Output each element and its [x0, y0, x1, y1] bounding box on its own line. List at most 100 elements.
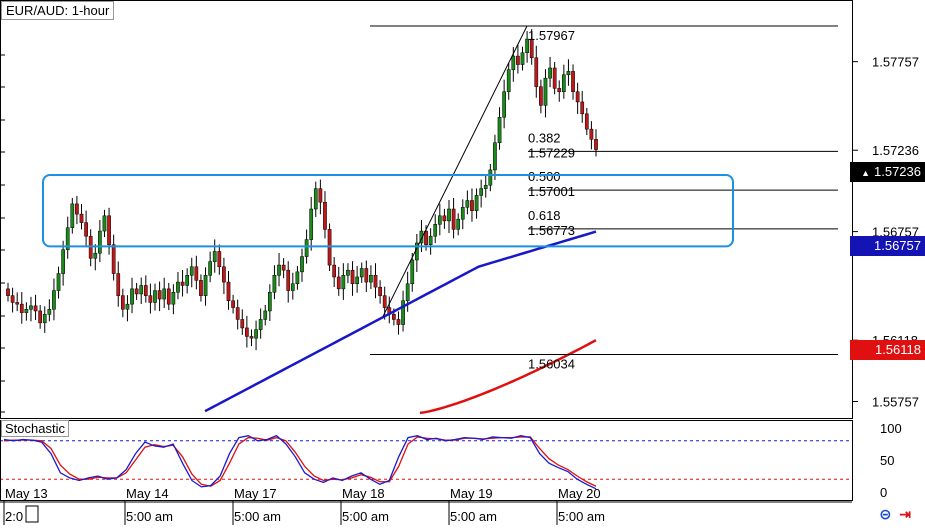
candle-body — [543, 77, 548, 106]
candle-body — [378, 286, 382, 296]
y-tick-label: 1.57757 — [872, 55, 919, 70]
blue-moving-average-line — [204, 230, 597, 413]
scroll-right-icon[interactable]: ⇥ — [899, 506, 911, 522]
candle-body — [539, 86, 543, 106]
x-date-label: May 13 — [5, 486, 48, 501]
candle-body — [47, 309, 52, 315]
candle-body — [281, 264, 286, 271]
x-time-label: 5:00 am — [342, 509, 389, 524]
candle-body — [185, 275, 190, 286]
up-arrow-icon: ▲ — [861, 168, 870, 178]
candle-body — [323, 201, 327, 230]
candle-body — [506, 69, 511, 93]
candle-body — [493, 142, 497, 171]
candle-body — [52, 290, 56, 310]
candle-body — [42, 314, 47, 324]
candle-body — [120, 295, 125, 310]
candle-body — [341, 275, 346, 290]
x-date-label: May 17 — [234, 486, 277, 501]
candle-body — [479, 188, 484, 196]
candle-body — [24, 309, 29, 313]
candle-body — [364, 268, 369, 283]
candle-body — [254, 329, 258, 339]
candle-body — [350, 269, 355, 285]
fib-high-label: 1.57967 — [528, 28, 575, 43]
candle-body — [107, 215, 111, 245]
candle-body — [396, 319, 401, 325]
candle-body — [318, 188, 323, 203]
candle-body — [70, 203, 75, 228]
candle-body — [75, 203, 79, 215]
candle-body — [79, 213, 84, 223]
candle-body — [10, 295, 15, 303]
candle-body — [529, 38, 534, 59]
candle-body — [392, 314, 396, 320]
red-moving-average-line — [419, 339, 597, 415]
candle-body — [359, 268, 364, 278]
x-time-label: 2:0 — [5, 509, 23, 524]
candle-body — [125, 303, 130, 310]
candle-body — [525, 38, 529, 53]
x-date-label: May 14 — [126, 486, 169, 501]
toolbar-icons: ⊝ ⇥ — [880, 506, 911, 523]
candle-body — [143, 285, 148, 296]
fib-ratio-label: 0.618 — [528, 208, 561, 223]
fib-ratio-label: 0.382 — [528, 130, 561, 145]
candle-body — [534, 57, 539, 87]
candle-body — [157, 290, 162, 300]
candle-body — [240, 319, 245, 329]
candle-body — [497, 116, 502, 143]
stoch-y-tick-label: 0 — [880, 485, 887, 500]
candle-body — [267, 292, 272, 312]
candle-body — [511, 55, 516, 70]
candle-body — [373, 275, 378, 288]
x-date-label: May 20 — [558, 486, 601, 501]
candle-body — [405, 283, 410, 302]
candle-body — [346, 269, 350, 276]
candle-body — [571, 71, 575, 93]
candle-body — [286, 269, 291, 291]
candle-body — [309, 208, 314, 240]
candle-body — [304, 239, 309, 257]
stoch-k-line — [3, 434, 597, 490]
chart-title: EUR/AUD: 1-hour — [1, 1, 115, 20]
candle-body — [424, 230, 428, 245]
candle-body — [566, 71, 571, 76]
candle-body — [584, 113, 589, 130]
candle-body — [203, 275, 208, 296]
fib-low-label: 1.56034 — [528, 356, 575, 371]
candle-body — [451, 208, 456, 230]
candle-body — [217, 251, 222, 268]
fib-price-label: 1.56773 — [528, 223, 575, 238]
candle-body — [474, 195, 479, 211]
blue-ma-price-value: 1.56757 — [874, 238, 921, 253]
candle-body — [29, 305, 33, 310]
candle-body — [483, 184, 488, 189]
candle-body — [277, 264, 281, 276]
link-icon[interactable]: ⊝ — [879, 506, 892, 522]
candle-body — [433, 224, 438, 237]
candle-body — [456, 218, 461, 230]
fib-price-label: 1.57001 — [528, 184, 575, 199]
candle-body — [56, 273, 61, 291]
y-tick-label: 1.56757 — [872, 225, 919, 240]
candle-body — [488, 169, 493, 186]
candle-body — [130, 288, 134, 305]
candle-body — [442, 215, 447, 222]
y-tick-label: 1.57236 — [872, 143, 919, 158]
candle-body — [38, 310, 43, 324]
candle-body — [594, 139, 598, 150]
candle-body — [19, 303, 24, 313]
candle-body — [300, 256, 304, 273]
candle-body — [171, 292, 176, 305]
candle-body — [33, 305, 38, 312]
fib-ratio-label: 0.500 — [528, 169, 561, 184]
main-plot-frame — [0, 0, 853, 419]
candle-body — [332, 264, 337, 278]
candle-body — [245, 327, 249, 337]
indicator-label: Stochastic — [1, 420, 69, 437]
candle-body — [557, 88, 562, 93]
candle-body — [410, 259, 415, 285]
candle-body — [470, 200, 474, 211]
